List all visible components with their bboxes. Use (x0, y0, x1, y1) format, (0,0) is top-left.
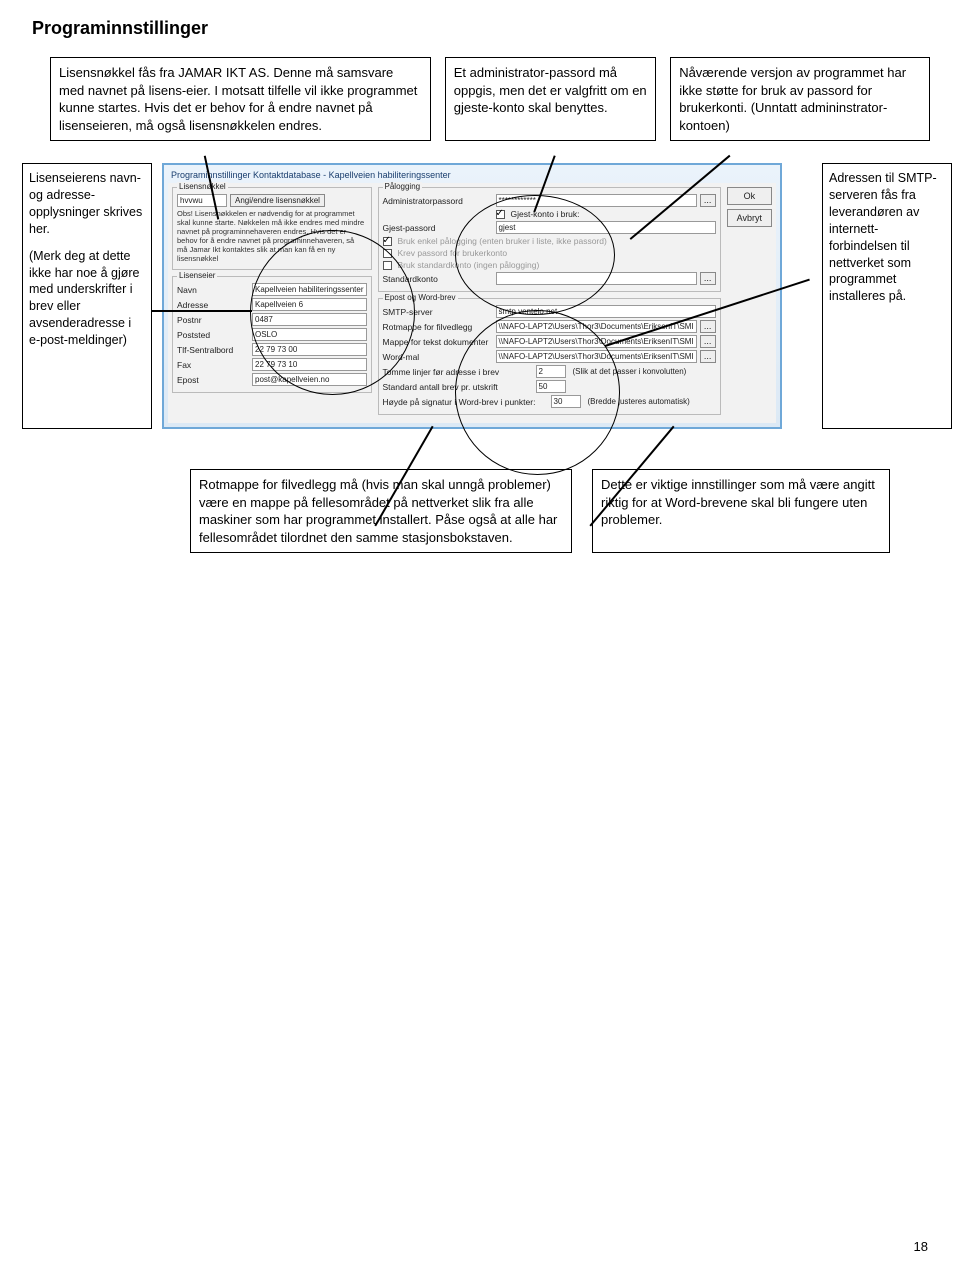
guest-label: Gjest-konto i bruk: (511, 209, 580, 219)
adresse-input[interactable]: Kapellveien 6 (252, 298, 367, 311)
license-input[interactable]: hvvwu (177, 194, 227, 207)
smtp-label: SMTP-server (383, 307, 493, 317)
opt2-checkbox[interactable] (383, 249, 392, 258)
page-title: Programinnstillinger (0, 0, 960, 39)
fax-label: Fax (177, 360, 249, 370)
navn-input[interactable]: Kapellveien habiliteringssenter (252, 283, 367, 296)
stdkonto-input[interactable] (496, 272, 697, 285)
stdant-label: Standard antall brev pr. utskrift (383, 382, 533, 392)
callout-owner-p1: Lisenseierens navn- og adresse-opplysnin… (29, 170, 145, 238)
change-license-button[interactable]: Angi/endre lisensnøkkel (230, 194, 325, 207)
poststed-label: Poststed (177, 330, 249, 340)
callout-owner: Lisenseierens navn- og adresse-opplysnin… (22, 163, 152, 429)
callout-smtp: Adressen til SMTP-serveren fås fra lever… (822, 163, 952, 429)
gjestpw-input[interactable]: gjest (496, 221, 716, 234)
opt1-checkbox[interactable] (383, 237, 392, 246)
mappetekst-browse[interactable]: ... (700, 335, 716, 348)
tomme-input[interactable]: 2 (536, 365, 566, 378)
fax-input[interactable]: 22 79 73 10 (252, 358, 367, 371)
callout-version: Nåværende versjon av programmet har ikke… (670, 57, 930, 141)
epost-input[interactable]: post@kapellveien.no (252, 373, 367, 386)
opt2-label: Krev passord for brukerkonto (398, 248, 508, 258)
hoyde-label: Høyde på signatur i Word-brev i punkter: (383, 397, 548, 407)
stdkonto-label: Standardkonto (383, 274, 493, 284)
license-info: Obs! Lisensnøkkelen er nødvendig for at … (177, 209, 367, 263)
rotmappe-browse[interactable]: ... (700, 320, 716, 333)
page-number: 18 (914, 1239, 928, 1254)
fieldset-login: Pålogging (383, 182, 423, 191)
callout-owner-p2: (Merk deg at dette ikke har noe å gjøre … (29, 248, 145, 349)
rotmappe-input[interactable]: \\NAFO-LAPT2\Users\Thor3\Documents\Eriks… (496, 320, 697, 333)
opt3-label: Bruk standardkonto (ingen pålogging) (398, 260, 540, 270)
epost-label: Epost (177, 375, 249, 385)
wordmal-browse[interactable]: ... (700, 350, 716, 363)
tomme-label: Tomme linjer før adresse i brev (383, 367, 533, 377)
smtp-input[interactable]: smtp.ventelo.net (496, 305, 716, 318)
poststed-input[interactable]: OSLO (252, 328, 367, 341)
stdant-input[interactable]: 50 (536, 380, 566, 393)
adresse-label: Adresse (177, 300, 249, 310)
wordmal-input[interactable]: \\NAFO-LAPT2\Users\Thor3\Documents\Eriks… (496, 350, 697, 363)
callout-rootfolder: Rotmappe for filvedlegg må (hvis man ska… (190, 469, 572, 553)
guest-checkbox[interactable] (496, 210, 505, 219)
opt3-checkbox[interactable] (383, 261, 392, 270)
fieldset-license: Lisensnøkkel (177, 182, 228, 191)
callout-wordsettings: Dette er viktige innstillinger som må væ… (592, 469, 890, 553)
adminpw-input[interactable]: ************ (496, 194, 697, 207)
tlf-input[interactable]: 22 79 73 00 (252, 343, 367, 356)
gjestpw-label: Gjest-passord (383, 223, 493, 233)
adminpw-label: Administratorpassord (383, 196, 493, 206)
hoyde-input[interactable]: 30 (551, 395, 581, 408)
callout-adminpw: Et administrator-passord må oppgis, men … (445, 57, 656, 141)
rotmappe-label: Rotmappe for filvedlegg (383, 322, 493, 332)
tlf-label: Tlf-Sentralbord (177, 345, 249, 355)
navn-label: Navn (177, 285, 249, 295)
ok-button[interactable]: Ok (727, 187, 772, 205)
hoyde-note: (Bredde justeres automatisk) (584, 397, 690, 406)
fieldset-epostword: Epost og Word-brev (383, 293, 458, 302)
fieldset-owner: Lisenseier (177, 271, 217, 280)
cancel-button[interactable]: Avbryt (727, 209, 772, 227)
dialog-title: Programinnstillinger Kontaktdatabase - K… (168, 169, 776, 183)
mappetekst-label: Mappe for tekst dokumenter (383, 337, 493, 347)
tomme-note: (Slik at det passer i konvolutten) (569, 367, 687, 376)
opt1-label: Bruk enkel pålogging (enten bruker i lis… (398, 236, 607, 246)
postnr-label: Postnr (177, 315, 249, 325)
mappetekst-input[interactable]: \\NAFO-LAPT2\Users\Thor3\Documents\Eriks… (496, 335, 697, 348)
wordmal-label: Word-mal (383, 352, 493, 362)
postnr-input[interactable]: 0487 (252, 313, 367, 326)
settings-dialog: Programinnstillinger Kontaktdatabase - K… (162, 163, 782, 429)
stdkonto-browse[interactable]: ... (700, 272, 716, 285)
callout-license: Lisensnøkkel fås fra JAMAR IKT AS. Denne… (50, 57, 431, 141)
adminpw-browse[interactable]: ... (700, 194, 716, 207)
